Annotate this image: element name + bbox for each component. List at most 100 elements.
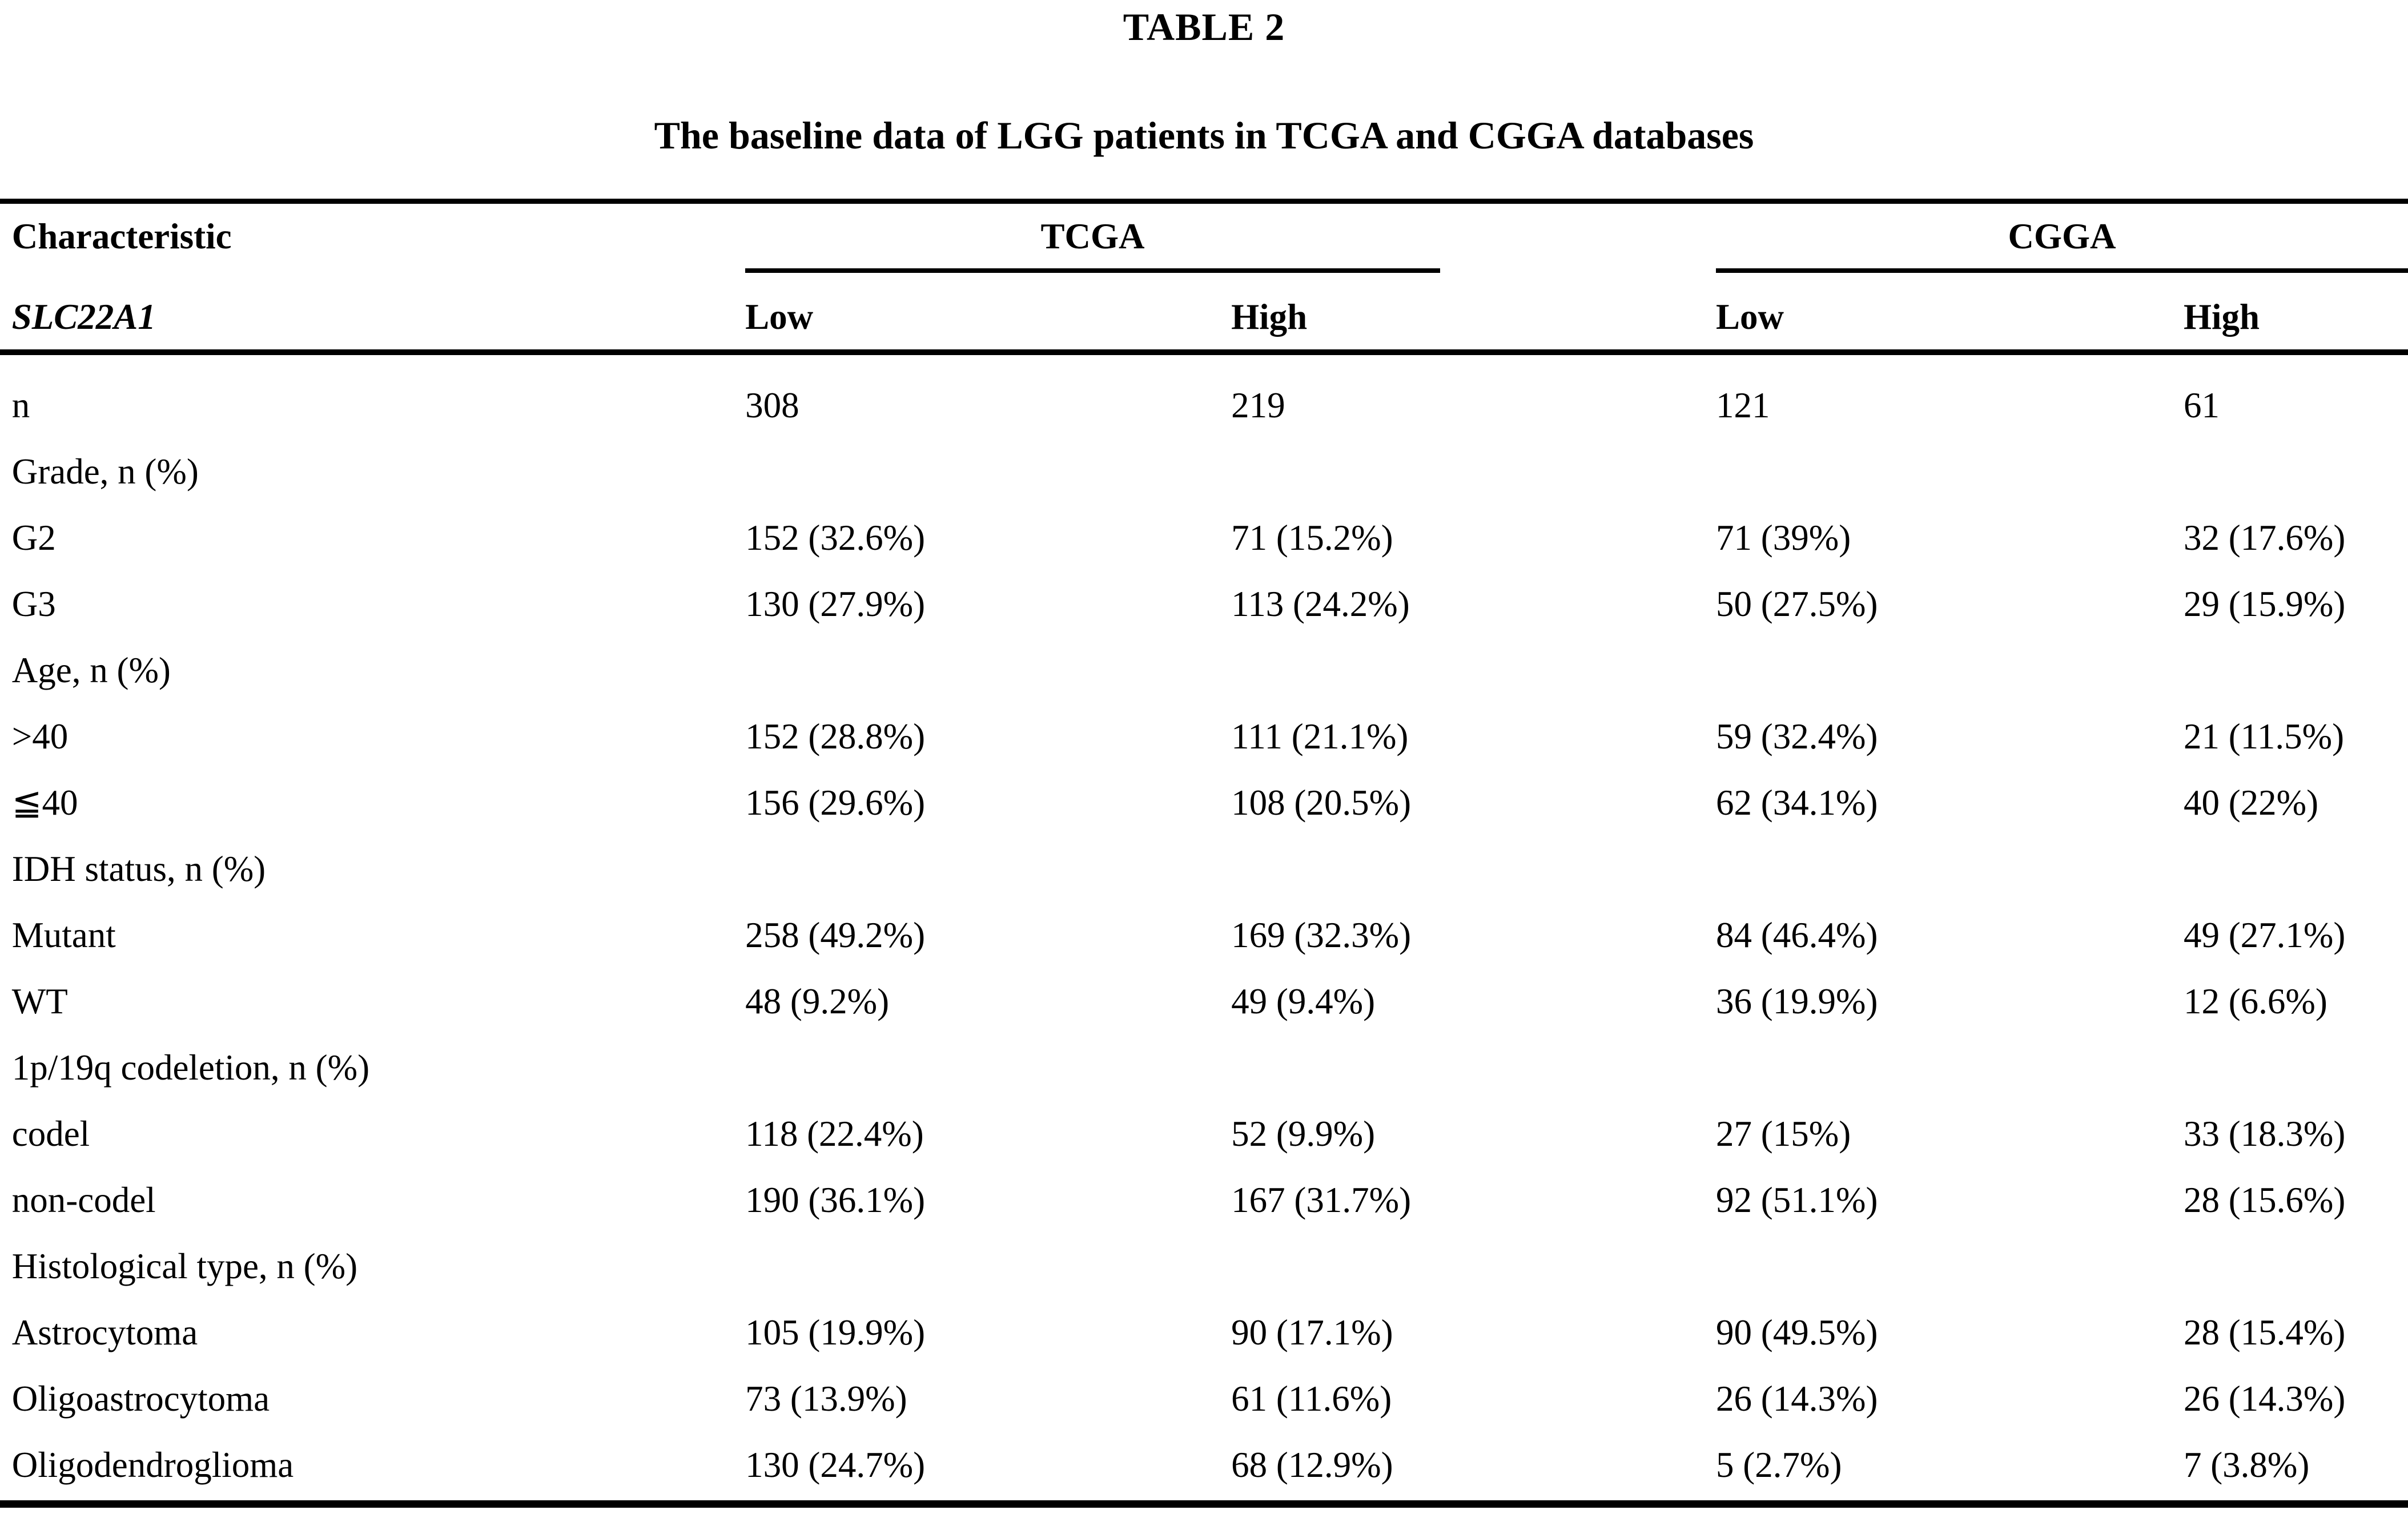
cell: 108 (20.5%) [1231,782,1412,823]
cell: 71 (15.2%) [1231,517,1393,558]
cell: 21 (11.5%) [2183,716,2345,756]
table-row: >40 152 (28.8%) 111 (21.1%) 59 (32.4%) 21 (1… [0,703,2408,770]
cell: 40 (22%) [2183,782,2319,823]
cell: 219 [1231,385,1285,425]
cell: 49 (27.1%) [2183,915,2346,955]
cell: 90 (17.1%) [1231,1312,1393,1352]
table-row: n 308 219 121 61 [0,372,2408,438]
header-row-subcolumns: SLC22A1 Low High Low High [0,284,2408,349]
cell: 26 (14.3%) [1716,1378,1878,1419]
cell: 156 (29.6%) [745,782,926,823]
header-body-divider-rule [0,349,2408,355]
cell: 28 (15.6%) [2183,1179,2346,1220]
row-label: WT [11,981,68,1021]
cell: 118 (22.4%) [745,1113,924,1154]
cell: 27 (15%) [1716,1113,1851,1154]
row-label: Histological type, n (%) [11,1246,358,1286]
cell: 152 (28.8%) [745,716,926,756]
cell: 121 [1716,385,1770,425]
cell: 130 (27.9%) [745,583,926,624]
cell: 130 (24.7%) [745,1444,926,1485]
cell: 33 (18.3%) [2183,1113,2346,1154]
table-row: IDH status, n (%) [0,836,2408,902]
table-caption: The baseline data of LGG patients in TCG… [654,114,1754,157]
table-row: G2 152 (32.6%) 71 (15.2%) 71 (39%) 32 (17.6%… [0,505,2408,571]
cell: 61 (11.6%) [1231,1378,1392,1419]
cell: 36 (19.9%) [1716,981,1878,1021]
cell: 92 (51.1%) [1716,1179,1878,1220]
table-row: Histological type, n (%) [0,1233,2408,1299]
row-label: n [11,385,30,425]
row-label: Oligoastrocytoma [11,1378,270,1419]
cell: 167 (31.7%) [1231,1179,1412,1220]
cell: 105 (19.9%) [745,1312,926,1352]
cell: 90 (49.5%) [1716,1312,1878,1352]
cell: 111 (21.1%) [1231,716,1409,756]
row-label: non-codel [11,1179,156,1220]
table-row: codel 118 (22.4%) 52 (9.9%) 27 (15%) 33 (18.… [0,1101,2408,1167]
cgga-low-header: Low [1716,296,1784,337]
table-row: 1p/19q codeletion, n (%) [0,1034,2408,1101]
cell: 28 (15.4%) [2183,1312,2346,1352]
characteristic-header: Characteristic [11,216,232,256]
table-row: Oligoastrocytoma 73 (13.9%) 61 (11.6%) 26 (… [0,1366,2408,1432]
cell: 26 (14.3%) [2183,1378,2346,1419]
cell: 308 [745,385,799,425]
table-body: n 308 219 121 61 Grade, n (%) G2 152 (32.6%) 7… [0,372,2408,1498]
cell: 169 (32.3%) [1231,915,1412,955]
row-label: >40 [11,716,69,756]
cell: 32 (17.6%) [2183,517,2346,558]
cell: 190 (36.1%) [745,1179,926,1220]
header-row-groups: Characteristic [0,204,2408,268]
top-rule [0,199,2408,204]
row-label: IDH status, n (%) [11,848,266,889]
row-label: Astrocytoma [11,1312,198,1352]
cell: 61 [2183,385,2220,425]
cell: 59 (32.4%) [1716,716,1878,756]
cell: 71 (39%) [1716,517,1851,558]
row-label: Oligodendroglioma [11,1444,294,1485]
row-label: 1p/19q codeletion, n (%) [11,1047,370,1088]
cgga-high-header: High [2183,296,2260,337]
cell: 113 (24.2%) [1231,583,1410,624]
gene-symbol-header: SLC22A1 [11,296,156,337]
row-label: Mutant [11,915,116,955]
table-row: G3 130 (27.9%) 113 (24.2%) 50 (27.5%) 29 (15… [0,571,2408,637]
cell: 84 (46.4%) [1716,915,1878,955]
tcga-group-underline [745,268,1440,273]
cell: 7 (3.8%) [2183,1444,2310,1485]
tcga-high-header: High [1231,296,1308,337]
cell: 152 (32.6%) [745,517,926,558]
row-label: codel [11,1113,90,1154]
tcga-low-header: Low [745,296,814,337]
cell: 5 (2.7%) [1716,1444,1842,1485]
cell: 12 (6.6%) [2183,981,2327,1021]
row-label: G2 [11,517,56,558]
cell: 52 (9.9%) [1231,1113,1376,1154]
cell: 48 (9.2%) [745,981,890,1021]
table-row: WT 48 (9.2%) 49 (9.4%) 36 (19.9%) 12 (6.6%) [0,968,2408,1034]
table-row: ≦40 156 (29.6%) 108 (20.5%) 62 (34.1%) 40 (2… [0,770,2408,836]
table-row: non-codel 190 (36.1%) 167 (31.7%) 92 (51.1%… [0,1167,2408,1233]
row-label: G3 [11,583,56,624]
cell: 29 (15.9%) [2183,583,2346,624]
table-row: Oligodendroglioma 130 (24.7%) 68 (12.9%) 5 … [0,1432,2408,1498]
cell: 258 (49.2%) [745,915,926,955]
cell: 68 (12.9%) [1231,1444,1393,1485]
bottom-rule [0,1500,2408,1508]
tcga-group-header: TCGA [1040,216,1145,256]
cgga-group-header: CGGA [2008,216,2116,256]
table-row: Astrocytoma 105 (19.9%) 90 (17.1%) 90 (49.5… [0,1299,2408,1366]
table-row: Age, n (%) [0,637,2408,703]
table-row: Grade, n (%) [0,438,2408,505]
row-label: Grade, n (%) [11,451,199,492]
row-label: ≦40 [11,783,78,823]
cell: 49 (9.4%) [1231,981,1376,1021]
cell: 50 (27.5%) [1716,583,1878,624]
table-number-title: TABLE 2 [1123,5,1285,49]
cgga-group-underline [1716,268,2408,273]
table-row: Mutant 258 (49.2%) 169 (32.3%) 84 (46.4%) 49… [0,902,2408,968]
cell: 62 (34.1%) [1716,782,1878,823]
cell: 73 (13.9%) [745,1378,907,1419]
